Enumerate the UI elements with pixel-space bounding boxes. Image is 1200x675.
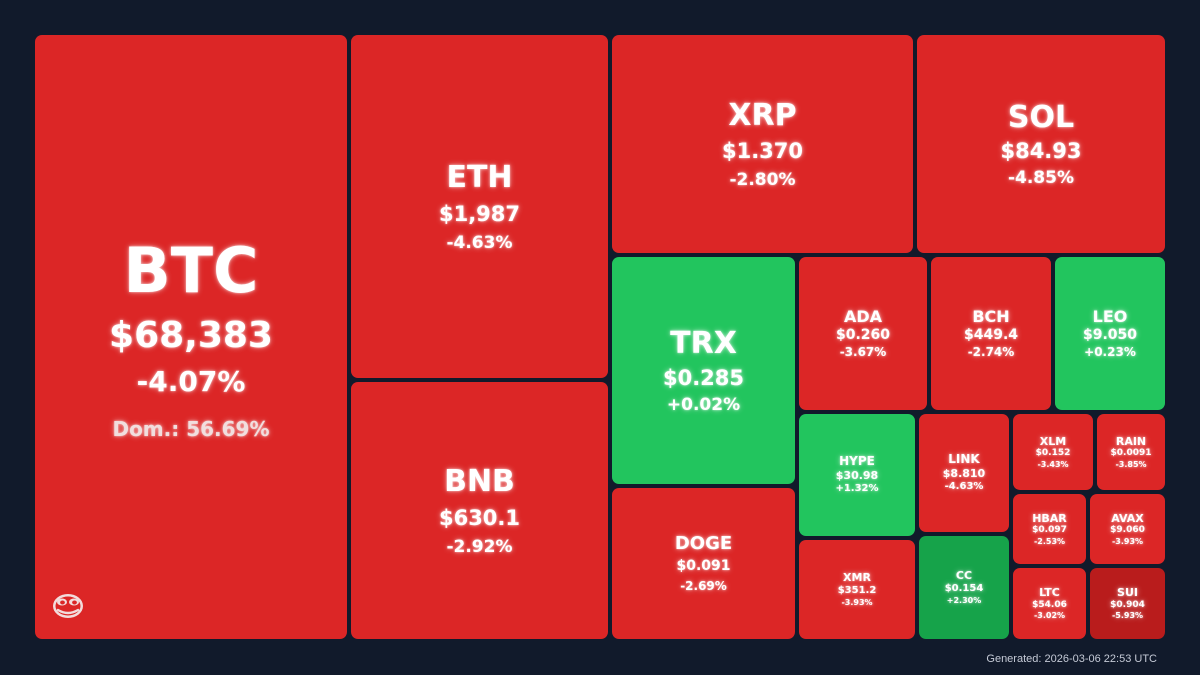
tile-symbol: LINK bbox=[948, 452, 980, 467]
tile-avax: AVAX $9.060 -3.93% bbox=[1090, 494, 1165, 564]
tile-symbol: CC bbox=[955, 569, 973, 583]
tile-price: $449.4 bbox=[963, 327, 1019, 344]
tile-change: +1.32% bbox=[835, 483, 879, 495]
tile-bnb: BNB $630.1 -2.92% bbox=[351, 382, 608, 639]
tile-price: $0.154 bbox=[944, 583, 984, 595]
tile-price: $0.0091 bbox=[1110, 448, 1152, 459]
tile-change: -3.85% bbox=[1115, 459, 1147, 469]
tile-symbol: DOGE bbox=[674, 533, 733, 554]
tile-sui: SUI $0.904 -5.93% bbox=[1090, 568, 1165, 639]
tile-doge: DOGE $0.091 -2.69% bbox=[612, 488, 795, 639]
tile-xmr: XMR $351.2 -3.93% bbox=[799, 540, 915, 639]
tile-change: -2.53% bbox=[1033, 536, 1066, 546]
tile-rain: RAIN $0.0091 -3.85% bbox=[1097, 414, 1165, 490]
tile-symbol: TRX bbox=[670, 326, 737, 361]
tile-link: LINK $8.810 -4.63% bbox=[919, 414, 1009, 532]
generated-timestamp: Generated: 2026-03-06 22:53 UTC bbox=[986, 653, 1157, 665]
tile-change: -4.63% bbox=[944, 481, 984, 493]
tile-trx: TRX $0.285 +0.02% bbox=[612, 257, 795, 484]
tile-symbol: LTC bbox=[1039, 586, 1060, 599]
tile-price: $1,987 bbox=[438, 201, 521, 226]
tile-change: -2.69% bbox=[680, 579, 727, 593]
tile-change: -3.67% bbox=[839, 344, 887, 359]
tile-price: $0.091 bbox=[676, 557, 731, 574]
tile-price: $9.050 bbox=[1082, 327, 1138, 344]
tile-ltc: LTC $54.06 -3.02% bbox=[1013, 568, 1086, 639]
tile-price: $84.93 bbox=[1000, 139, 1082, 163]
tile-price: $351.2 bbox=[837, 585, 877, 597]
tile-symbol: ADA bbox=[843, 307, 883, 327]
tile-price: $30.98 bbox=[835, 469, 879, 483]
tile-change: -4.85% bbox=[1007, 168, 1075, 189]
tile-symbol: XRP bbox=[728, 97, 797, 133]
tile-symbol: AVAX bbox=[1111, 511, 1144, 525]
tile-symbol: XMR bbox=[843, 571, 871, 585]
tile-symbol: SOL bbox=[1007, 99, 1075, 135]
tile-price: $630.1 bbox=[438, 505, 521, 530]
tile-price: $8.810 bbox=[942, 467, 986, 481]
tile-change: +2.30% bbox=[946, 595, 982, 605]
tile-sol: SOL $84.93 -4.85% bbox=[917, 35, 1165, 253]
tile-dominance: Dom.: 56.69% bbox=[112, 417, 270, 442]
tile-symbol: ETH bbox=[446, 160, 513, 195]
tile-symbol: BNB bbox=[444, 464, 515, 499]
tile-price: $0.260 bbox=[835, 327, 891, 344]
tile-change: -3.43% bbox=[1037, 459, 1069, 469]
tile-symbol: HYPE bbox=[839, 454, 875, 469]
tile-change: -3.93% bbox=[841, 597, 873, 607]
tile-price: $0.152 bbox=[1035, 448, 1071, 459]
tile-price: $1.370 bbox=[721, 139, 804, 163]
tile-change: -4.07% bbox=[136, 365, 246, 399]
tile-symbol: RAIN bbox=[1115, 434, 1147, 448]
tile-price: $0.285 bbox=[662, 365, 745, 390]
tile-change: -3.02% bbox=[1033, 611, 1066, 620]
tile-change: +0.23% bbox=[1084, 344, 1136, 359]
tile-price: $68,383 bbox=[109, 315, 273, 357]
tile-hbar: HBAR $0.097 -2.53% bbox=[1013, 494, 1086, 564]
tile-xlm: XLM $0.152 -3.43% bbox=[1013, 414, 1093, 490]
tile-leo: LEO $9.050 +0.23% bbox=[1055, 257, 1165, 410]
tile-change: -2.80% bbox=[729, 170, 796, 191]
tile-eth: ETH $1,987 -4.63% bbox=[351, 35, 608, 378]
tile-price: $54.06 bbox=[1032, 599, 1067, 610]
tile-symbol: LEO bbox=[1092, 307, 1128, 327]
tile-bch: BCH $449.4 -2.74% bbox=[931, 257, 1051, 410]
pepe-face-icon bbox=[52, 591, 84, 619]
tile-symbol: BCH bbox=[972, 307, 1010, 327]
tile-xrp: XRP $1.370 -2.80% bbox=[612, 35, 913, 253]
tile-price: $0.097 bbox=[1032, 525, 1067, 536]
tile-change: -2.74% bbox=[967, 344, 1015, 359]
tile-price: $0.904 bbox=[1110, 599, 1145, 610]
tile-cc: CC $0.154 +2.30% bbox=[919, 536, 1009, 639]
tile-symbol: SUI bbox=[1117, 586, 1138, 599]
tile-symbol: XLM bbox=[1039, 434, 1067, 448]
tile-change: +0.02% bbox=[666, 394, 741, 415]
tile-change: -3.93% bbox=[1111, 536, 1144, 546]
tile-price: $9.060 bbox=[1110, 525, 1145, 536]
tile-change: -5.93% bbox=[1111, 611, 1144, 620]
tile-hype: HYPE $30.98 +1.32% bbox=[799, 414, 915, 536]
tile-btc: BTC $68,383 -4.07% Dom.: 56.69% bbox=[35, 35, 347, 639]
tile-change: -4.63% bbox=[446, 232, 513, 253]
tile-symbol: BTC bbox=[123, 233, 259, 307]
tile-ada: ADA $0.260 -3.67% bbox=[799, 257, 927, 410]
tile-symbol: HBAR bbox=[1032, 511, 1067, 525]
tile-change: -2.92% bbox=[446, 536, 513, 557]
